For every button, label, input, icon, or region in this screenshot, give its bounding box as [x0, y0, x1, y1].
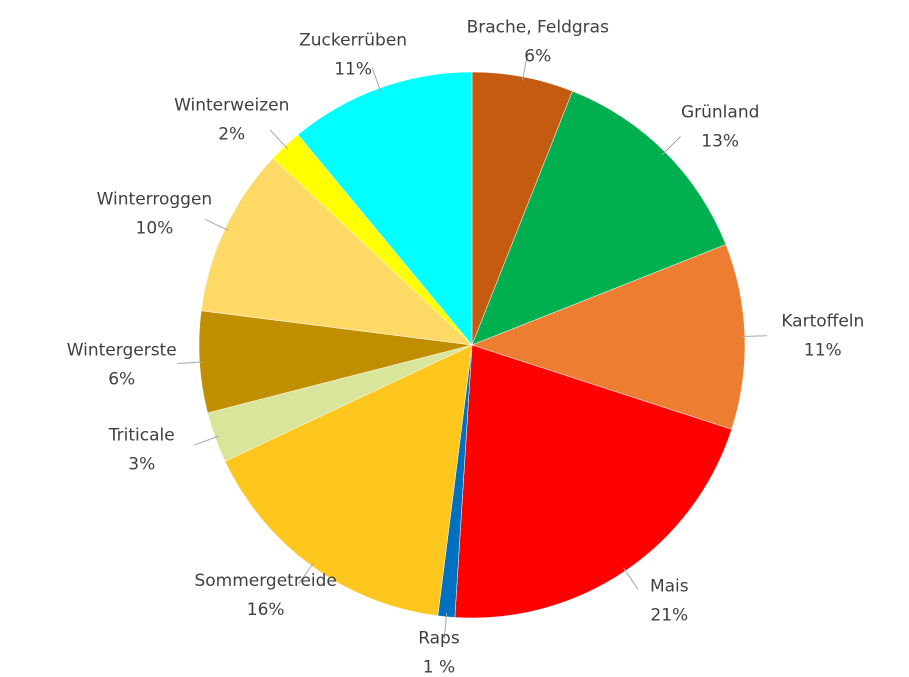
slice-label: Wintergerste	[67, 340, 177, 360]
leader-line	[269, 129, 289, 150]
slice-label: Kartoffeln	[781, 311, 864, 331]
slice-label: Mais	[650, 577, 689, 597]
leader-line	[371, 67, 382, 93]
leader-line	[204, 218, 229, 231]
leader-line	[740, 335, 767, 338]
leader-line	[521, 55, 528, 81]
slice-label: Winterroggen	[97, 189, 213, 209]
slice-label: Winterweizen	[174, 96, 289, 116]
slice-value-label: 21%	[650, 606, 688, 626]
leader-line	[443, 612, 448, 639]
leader-line	[194, 435, 220, 446]
slice-label: Zuckerrüben	[299, 30, 407, 50]
slice-value-label: 2%	[218, 125, 245, 145]
slice-value-label: 1 %	[423, 658, 455, 677]
slice-label: Grünland	[681, 103, 759, 123]
slice-value-label: 16%	[247, 600, 285, 620]
slice-value-label: 3%	[128, 455, 155, 475]
leader-line	[661, 136, 681, 156]
slice-value-label: 6%	[108, 369, 135, 389]
leader-line	[622, 567, 639, 590]
leader-line	[177, 361, 204, 365]
slice-value-label: 13%	[701, 132, 739, 152]
slice-value-label: 10%	[136, 218, 174, 238]
slice-value-label: 11%	[804, 340, 842, 360]
slice-label: Triticale	[108, 426, 175, 446]
leader-line	[298, 562, 315, 584]
slice-value-label: 6%	[524, 46, 551, 66]
slice-value-label: 11%	[334, 59, 372, 79]
slice-label: Brache, Feldgras	[467, 17, 609, 37]
slice-label: Raps	[418, 629, 460, 649]
slice-label: Sommergetreide	[194, 571, 336, 591]
